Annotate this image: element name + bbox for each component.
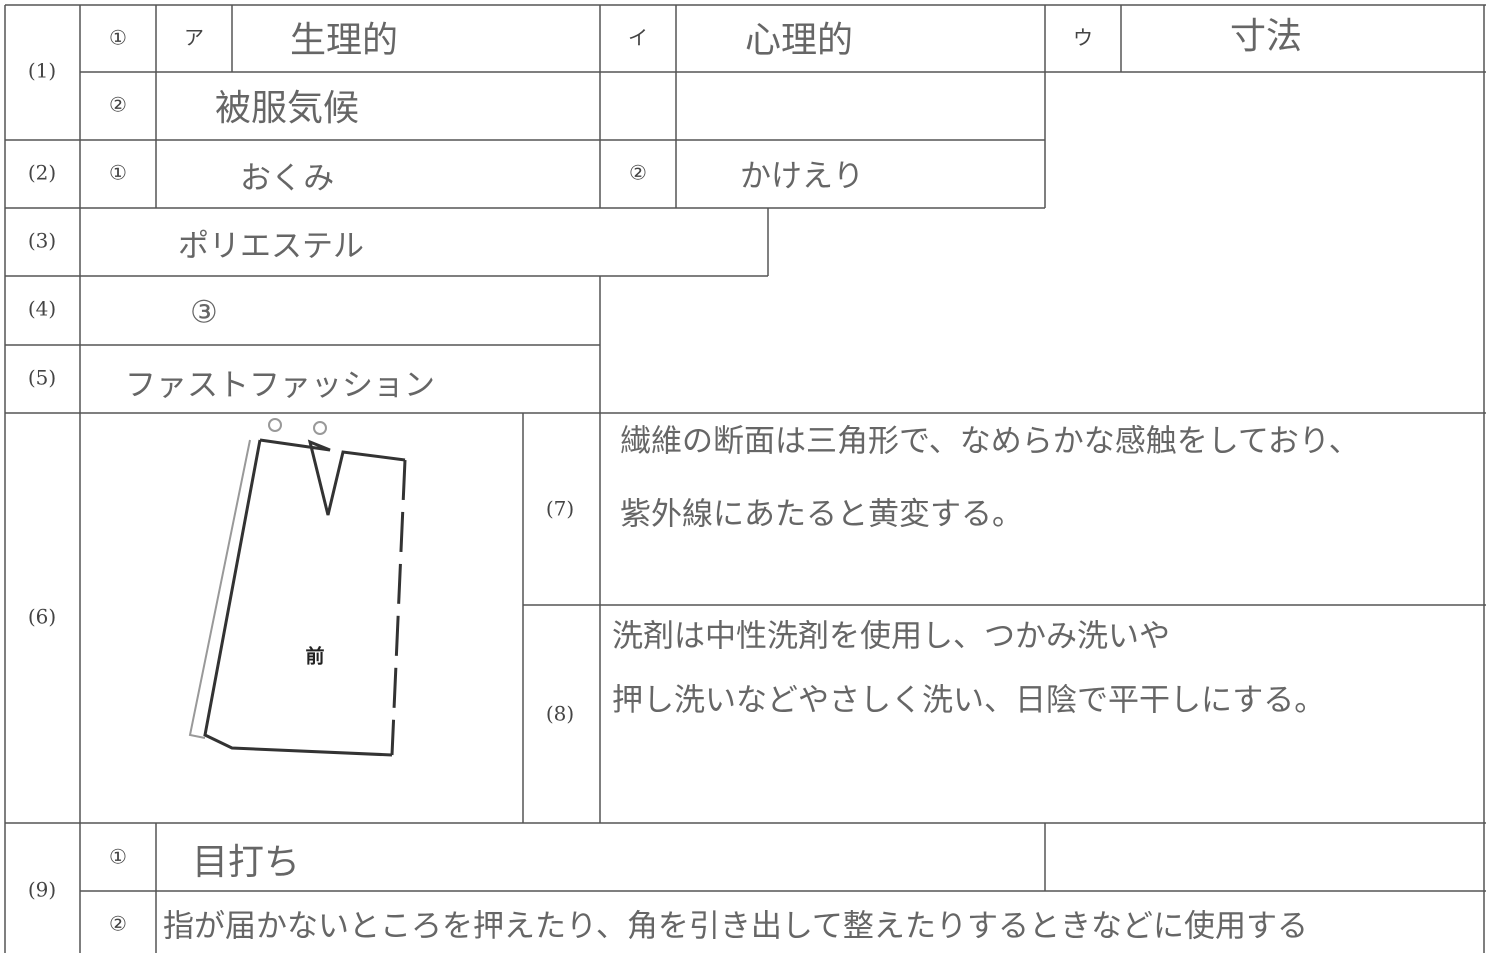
answer-line: 紫外線にあたると黄変する。	[620, 497, 1023, 533]
blank-key: ア	[184, 26, 204, 50]
answer: かけえり	[740, 159, 864, 195]
question-label: (3)	[28, 229, 56, 253]
answer: 心理的	[745, 20, 853, 61]
question-label: (1)	[28, 59, 56, 83]
pattern-drawing	[188, 418, 407, 757]
sub-number: ①	[109, 26, 127, 50]
question-label: (2)	[28, 161, 56, 185]
question-label: (6)	[28, 605, 56, 629]
answer: 生理的	[290, 20, 398, 61]
question-label: (5)	[28, 366, 56, 390]
table-grid	[4, 4, 1486, 953]
sub-number: ②	[109, 93, 127, 117]
sub-number: ①	[109, 161, 127, 185]
answer-line: 押し洗いなどやさしく洗い、日陰で平干しにする。	[612, 683, 1325, 719]
question-label: (7)	[546, 497, 574, 521]
figure-label: 前	[305, 645, 324, 668]
sub-number: ①	[109, 845, 127, 869]
answer-line: 繊維の断面は三角形で、なめらかな感触をしており、	[620, 424, 1360, 460]
answer: ファストファッション	[125, 368, 435, 404]
answer-line: 洗剤は中性洗剤を使用し、つかみ洗いや	[612, 619, 1170, 655]
answer: ③	[190, 295, 218, 331]
blank-key: ウ	[1073, 26, 1093, 50]
answer: 指が届かないところを押えたり、角を引き出して整えたりするときなどに使用する	[163, 909, 1308, 945]
blank-key: イ	[628, 26, 648, 50]
question-label: (4)	[28, 297, 56, 321]
question-label: (8)	[546, 702, 574, 726]
answer: ポリエステル	[178, 229, 364, 265]
sub-number: ②	[629, 161, 647, 185]
answer: 被服気候	[215, 88, 359, 129]
answer: 寸法	[1230, 16, 1302, 57]
question-label: (9)	[28, 878, 56, 902]
sub-number: ②	[109, 912, 127, 936]
answer: 目打ち	[192, 842, 300, 883]
answer: おくみ	[240, 161, 334, 197]
